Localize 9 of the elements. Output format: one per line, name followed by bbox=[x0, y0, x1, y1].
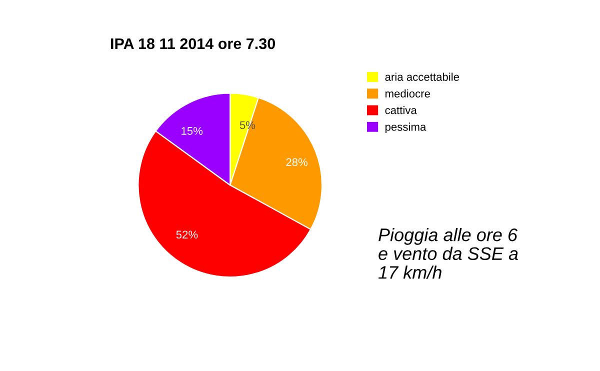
data-label: 28% bbox=[286, 158, 308, 166]
legend-label: aria accettabile bbox=[385, 72, 460, 81]
data-label: 15% bbox=[182, 127, 203, 135]
legend-label: pessima bbox=[385, 122, 426, 133]
chart-title: IPA 18 11 2014 ore 7.30 bbox=[111, 38, 276, 50]
legend-label: cattiva bbox=[385, 106, 417, 114]
text: Pioggia alle ore 6 e vento da SSE a 17 km/h bbox=[378, 228, 518, 279]
data-label: 52% bbox=[176, 230, 198, 239]
legend-label: mediocre bbox=[386, 89, 430, 98]
